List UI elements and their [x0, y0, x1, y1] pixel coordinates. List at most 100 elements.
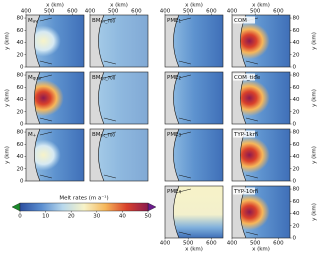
- panel-label-sub: 2: [179, 76, 182, 81]
- x-tick-label: 500: [250, 241, 261, 247]
- x-tick-label: 500: [250, 9, 261, 15]
- panel-label: TYP-10m: [233, 189, 258, 195]
- flow-arrow: [178, 60, 191, 65]
- y-tick-label: 20: [17, 166, 24, 172]
- flow-arrow: [245, 231, 258, 236]
- flow-arrow: [245, 174, 258, 179]
- panel-label-main: PME: [167, 132, 179, 138]
- flow-arrow: [178, 17, 191, 22]
- y-axis-title: y (km): [312, 203, 318, 221]
- flow-arrow: [245, 60, 258, 65]
- panel-label: PME1: [167, 18, 182, 24]
- y-tick-label: 40: [293, 97, 300, 103]
- land: [165, 72, 179, 124]
- x-tick-label: 500: [183, 241, 194, 247]
- colorbar-tick-label: 20: [68, 214, 75, 220]
- panel-frame: [25, 128, 85, 182]
- panel-label-sub: av_700: [101, 19, 116, 24]
- x-tick-label: 400: [227, 241, 238, 247]
- panel-label-main: PME: [167, 18, 179, 24]
- y-tick-label: 80: [17, 16, 24, 22]
- colorbar: [19, 202, 149, 212]
- x-tick-label: 600: [273, 241, 284, 247]
- panel-label-main: M: [28, 75, 33, 81]
- land: [90, 15, 104, 67]
- y-tick-label: 40: [293, 154, 300, 160]
- panel-label-main: PME: [167, 75, 179, 81]
- map-panel: PME3: [164, 128, 224, 182]
- land: [90, 129, 104, 181]
- x-tick-label: 600: [67, 9, 78, 15]
- panel-label-main: PME: [167, 189, 179, 195]
- colorbar-label: Melt rates (m a⁻¹): [59, 195, 108, 202]
- panel-frame: [231, 14, 291, 68]
- label-box: [233, 130, 255, 138]
- grounding-line: [173, 71, 180, 125]
- panel-label-sub: quar: [33, 76, 43, 81]
- map-panel: TYP-10m: [231, 185, 291, 239]
- x-axis-title: x (km): [252, 247, 270, 253]
- x-axis-title: x (km): [252, 3, 270, 9]
- grounding-line: [173, 128, 180, 182]
- y-axis-title: y (km): [312, 89, 318, 107]
- label-box: [233, 73, 255, 81]
- flow-arrow: [178, 74, 191, 79]
- panel-label-sub: 1: [179, 19, 182, 24]
- map-panel: BMqu_700: [89, 71, 149, 125]
- y-tick-label: 80: [293, 16, 300, 22]
- map-panel: M+: [25, 128, 85, 182]
- y-axis-title: y (km): [312, 32, 318, 50]
- panel-label: COM: [234, 18, 247, 24]
- land: [232, 186, 246, 238]
- flow-arrow: [39, 17, 52, 22]
- panel-label: M+: [28, 132, 36, 138]
- colorbar-tick-label: 30: [93, 214, 100, 220]
- panel-label-main: M: [28, 18, 33, 24]
- flow-arrow: [39, 131, 52, 136]
- x-tick-label: 400: [21, 9, 32, 15]
- x-tick-label: 500: [183, 9, 194, 15]
- y-tick-label: 40: [293, 40, 300, 46]
- flow-arrow: [103, 131, 116, 136]
- land: [165, 186, 179, 238]
- y-tick-label: 20: [17, 109, 24, 115]
- y-tick-label: 60: [17, 28, 24, 34]
- flow-arrow: [103, 174, 116, 179]
- label-box: [233, 16, 255, 24]
- panel-label-sub: pc_700: [101, 133, 116, 138]
- panel-label-main: BM: [92, 132, 101, 138]
- panel-label: TYP-1km: [233, 132, 258, 138]
- panel-label-main: COM: [234, 18, 247, 24]
- panel-label-sub: +: [33, 133, 36, 138]
- y-axis-title: y (km): [5, 32, 11, 50]
- y-tick-label: 20: [293, 109, 300, 115]
- x-tick-label: 400: [160, 9, 171, 15]
- map-panel: PME2: [164, 71, 224, 125]
- flow-arrow: [39, 117, 52, 122]
- x-tick-label: 400: [227, 9, 238, 15]
- panel-label-main: TYP-1km: [233, 132, 258, 138]
- flow-arrow: [178, 131, 191, 136]
- panel-label: Mquar: [28, 75, 42, 81]
- panel-frame: [164, 14, 224, 68]
- land: [26, 15, 40, 67]
- panel-frame: [164, 71, 224, 125]
- grounding-line: [34, 128, 41, 182]
- flow-arrow: [39, 74, 52, 79]
- colorbar-tick-label: 50: [145, 214, 152, 220]
- panel-frame: [231, 128, 291, 182]
- map-panel: COM_tide: [231, 71, 291, 125]
- panel-label: COM_tide: [234, 75, 261, 81]
- map-panel: COM: [231, 14, 291, 68]
- panel-label: Mav: [28, 18, 38, 24]
- panel-label-sub: 3: [179, 133, 182, 138]
- map-panel: BMav_700: [89, 14, 149, 68]
- panel-label: PME2: [167, 75, 182, 81]
- panel-frame: [25, 71, 85, 125]
- land: [232, 129, 246, 181]
- y-tick-label: 60: [293, 199, 300, 205]
- panel-frame: [25, 14, 85, 68]
- x-tick-label: 600: [131, 9, 142, 15]
- label-box: [233, 187, 255, 195]
